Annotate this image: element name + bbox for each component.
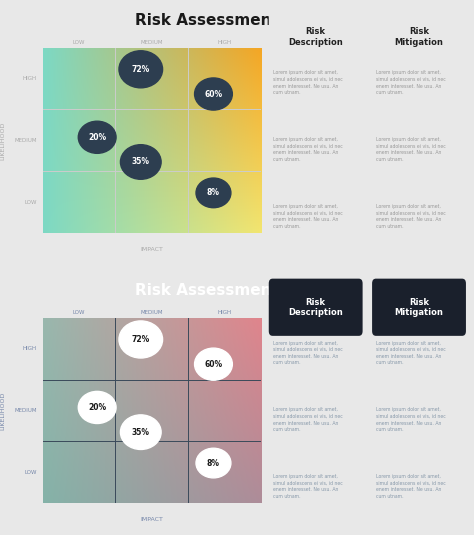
Circle shape [119,321,163,358]
FancyBboxPatch shape [372,9,466,66]
Text: MEDIUM: MEDIUM [140,40,163,44]
Circle shape [196,448,231,478]
Text: Risk Assessment Matrix: Risk Assessment Matrix [135,284,339,299]
Text: IMPACT: IMPACT [140,517,163,522]
Circle shape [120,415,161,449]
FancyBboxPatch shape [372,279,466,336]
Text: Risk Assessment Matrix: Risk Assessment Matrix [135,13,339,28]
Text: 60%: 60% [204,89,222,98]
Text: 20%: 20% [88,403,106,412]
Text: 35%: 35% [132,157,150,166]
Text: Lorem ipsum dolor sit amet,
simul adolescens ei vis, id nec
enem interesset. Ne : Lorem ipsum dolor sit amet, simul adoles… [376,474,446,499]
Text: Risk
Mitigation: Risk Mitigation [394,297,444,317]
FancyBboxPatch shape [269,279,363,336]
Text: Risk
Description: Risk Description [288,297,343,317]
Text: 8%: 8% [207,458,220,468]
Text: HIGH: HIGH [217,310,231,315]
Text: LOW: LOW [73,310,85,315]
Text: Lorem ipsum dolor sit amet,
simul adolescens ei vis, id nec
enem interesset. Ne : Lorem ipsum dolor sit amet, simul adoles… [273,474,342,499]
Text: 72%: 72% [132,335,150,344]
Text: Lorem ipsum dolor sit amet,
simul adolescens ei vis, id nec
enem interesset. Ne : Lorem ipsum dolor sit amet, simul adoles… [376,407,446,432]
FancyBboxPatch shape [269,9,363,66]
Text: LOW: LOW [24,470,37,475]
Text: MEDIUM: MEDIUM [140,310,163,315]
Text: Risk
Description: Risk Description [288,27,343,47]
Text: 60%: 60% [204,360,222,369]
Text: MEDIUM: MEDIUM [14,408,37,413]
Text: LIKELIHOOD: LIKELIHOOD [0,391,5,430]
Text: Lorem ipsum dolor sit amet,
simul adolescens ei vis, id nec
enem interesset. Ne : Lorem ipsum dolor sit amet, simul adoles… [273,137,342,162]
Text: HIGH: HIGH [217,40,231,44]
Text: 20%: 20% [88,133,106,142]
Text: 35%: 35% [132,427,150,437]
Circle shape [119,51,163,88]
Text: 72%: 72% [132,65,150,74]
Text: Lorem ipsum dolor sit amet,
simul adolescens ei vis, id nec
enem interesset. Ne : Lorem ipsum dolor sit amet, simul adoles… [273,71,342,95]
Text: LOW: LOW [73,40,85,44]
Text: MEDIUM: MEDIUM [14,138,37,143]
Circle shape [196,178,231,208]
Text: HIGH: HIGH [23,346,37,351]
Circle shape [194,78,232,110]
Circle shape [194,348,232,380]
Text: IMPACT: IMPACT [140,247,163,251]
Text: Risk
Mitigation: Risk Mitigation [394,27,444,47]
Circle shape [78,392,116,424]
Text: Lorem ipsum dolor sit amet,
simul adolescens ei vis, id nec
enem interesset. Ne : Lorem ipsum dolor sit amet, simul adoles… [273,341,342,365]
Text: Lorem ipsum dolor sit amet,
simul adolescens ei vis, id nec
enem interesset. Ne : Lorem ipsum dolor sit amet, simul adoles… [376,71,446,95]
Text: Lorem ipsum dolor sit amet,
simul adolescens ei vis, id nec
enem interesset. Ne : Lorem ipsum dolor sit amet, simul adoles… [376,137,446,162]
Text: Lorem ipsum dolor sit amet,
simul adolescens ei vis, id nec
enem interesset. Ne : Lorem ipsum dolor sit amet, simul adoles… [376,204,446,229]
Text: 8%: 8% [207,188,220,197]
Circle shape [120,144,161,179]
Text: Lorem ipsum dolor sit amet,
simul adolescens ei vis, id nec
enem interesset. Ne : Lorem ipsum dolor sit amet, simul adoles… [273,407,342,432]
Text: HIGH: HIGH [23,76,37,81]
Text: LIKELIHOOD: LIKELIHOOD [0,121,5,159]
Text: Lorem ipsum dolor sit amet,
simul adolescens ei vis, id nec
enem interesset. Ne : Lorem ipsum dolor sit amet, simul adoles… [273,204,342,229]
Text: Lorem ipsum dolor sit amet,
simul adolescens ei vis, id nec
enem interesset. Ne : Lorem ipsum dolor sit amet, simul adoles… [376,341,446,365]
Circle shape [78,121,116,154]
Text: LOW: LOW [24,200,37,205]
